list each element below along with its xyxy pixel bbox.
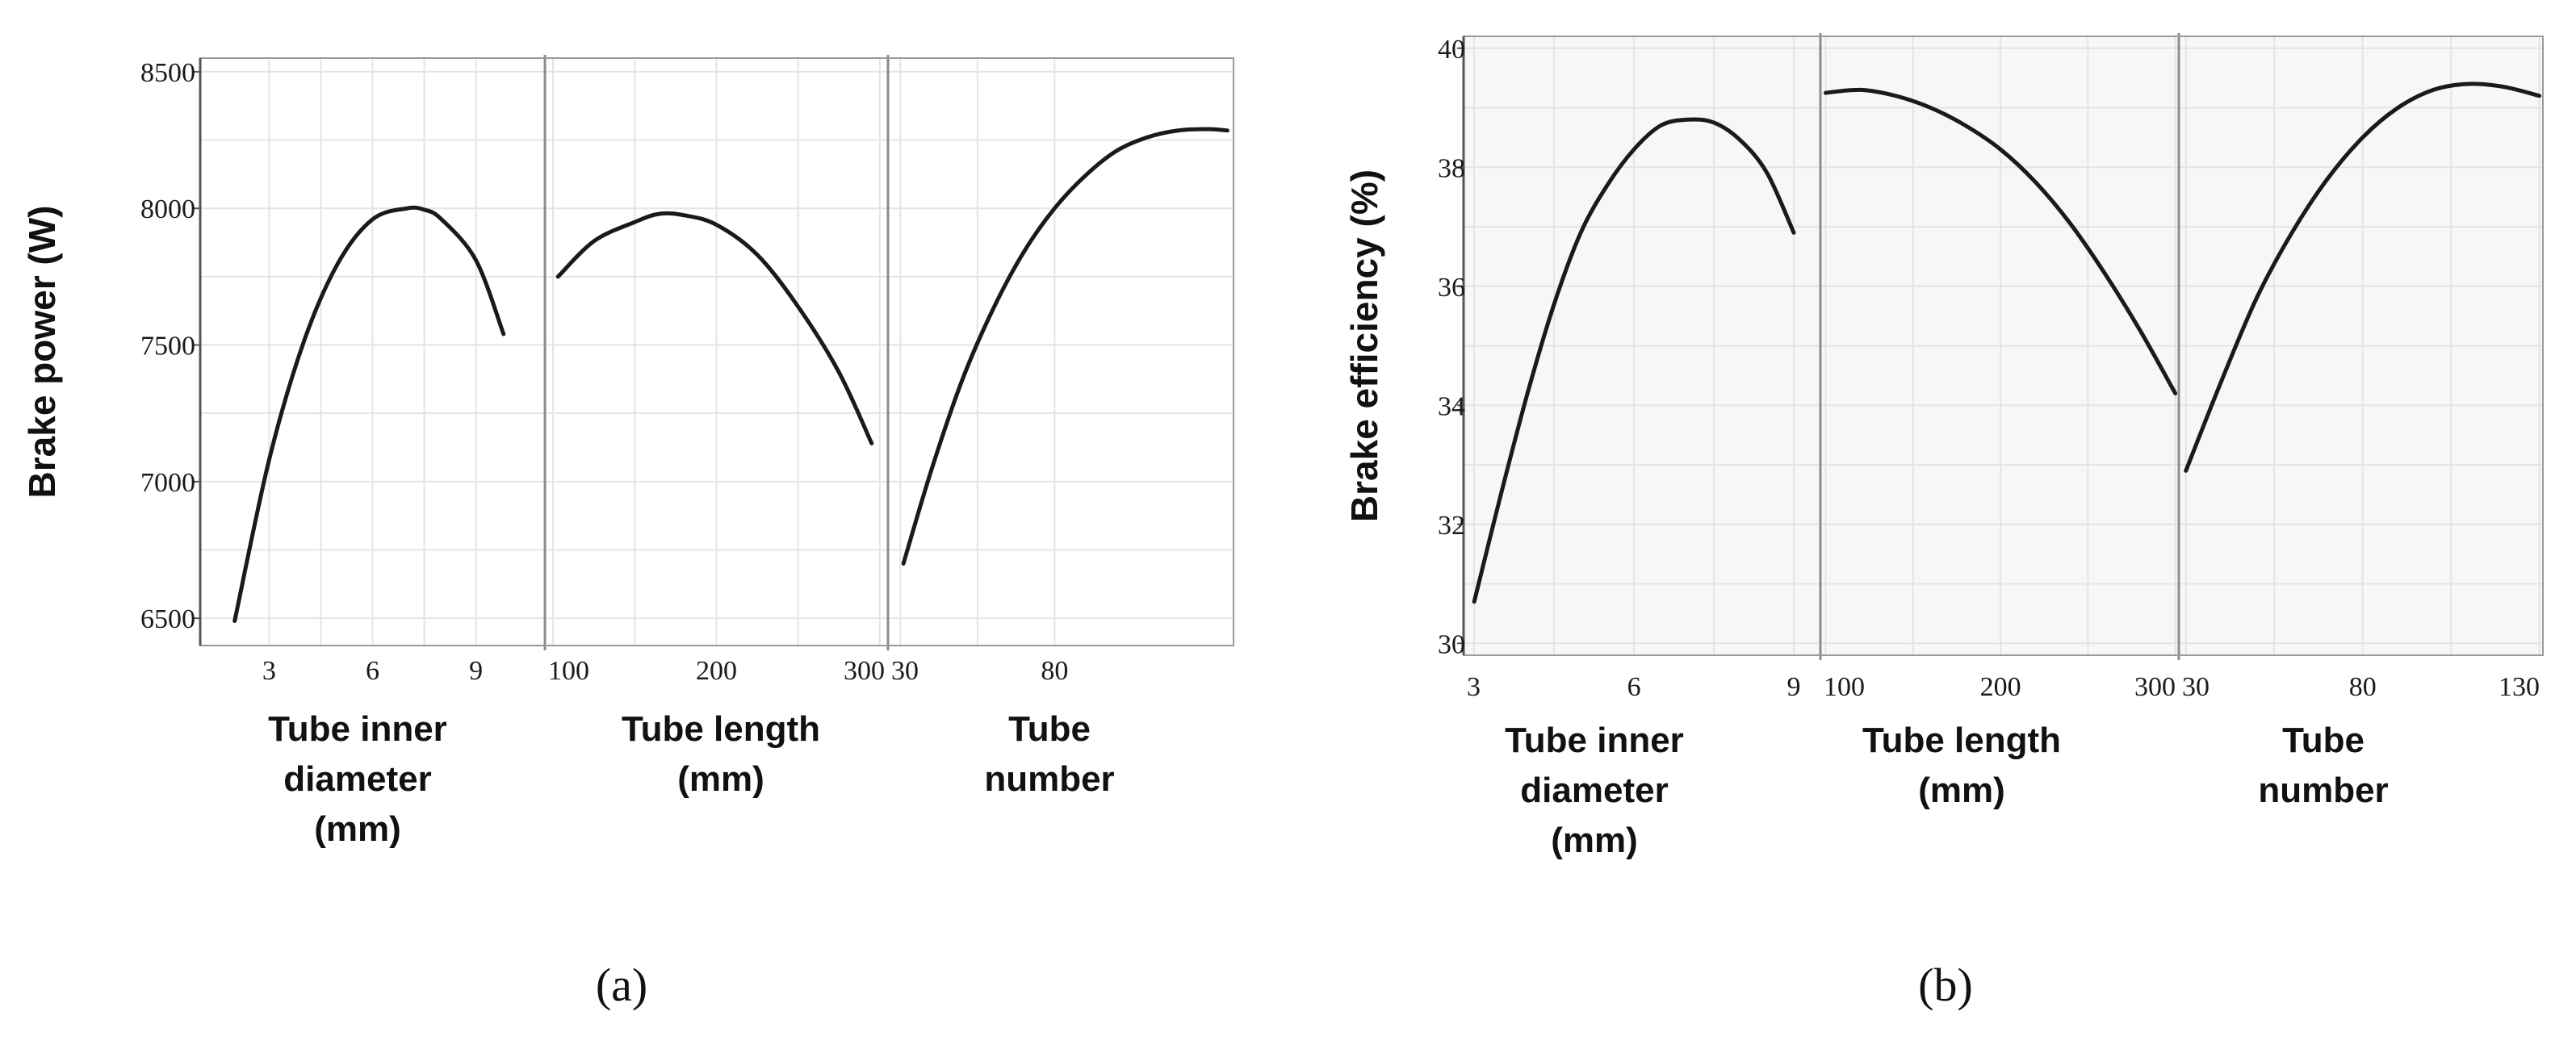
x-tick-label: 200: [696, 656, 737, 686]
x-axis-title-line: number: [2258, 771, 2388, 810]
x-axis-title-line: Tube inner: [268, 709, 447, 749]
panel-label: (a): [596, 959, 647, 1011]
y-tick-label: 32: [1438, 511, 1465, 541]
y-axis-title: Brake power (W): [21, 206, 63, 499]
series-line: [1472, 117, 1796, 604]
x-axis-title-line: diameter: [283, 759, 431, 799]
x-tick-label: 300: [2134, 672, 2176, 702]
y-tick-label: 40: [1438, 35, 1465, 65]
y-tick-label: 7500: [140, 332, 195, 362]
y-tick-label: 36: [1438, 273, 1465, 303]
x-axis-title: Tube length (mm): [1862, 721, 2061, 810]
sub-panel-3: 30 80 130 Tube number: [2182, 36, 2542, 810]
x-axis-title-line: Tube: [1008, 709, 1091, 749]
y-tick-label: 7000: [140, 468, 195, 498]
x-tick-label: 80: [2349, 672, 2377, 702]
y-tick-label: 8000: [140, 194, 195, 224]
y-tick-label: 34: [1438, 391, 1465, 421]
x-axis-title-line: Tube length: [622, 709, 820, 749]
panel-background: [888, 58, 1234, 646]
chart-a: 3 6 9 Tube inner diameter (mm) 100 200 300 Tube l…: [21, 55, 1234, 1011]
x-axis-title-line: (mm): [1918, 771, 2005, 810]
x-tick-label: 100: [548, 656, 589, 686]
y-axis-title: Brake efficiency (%): [1343, 169, 1385, 522]
series-line: [232, 205, 506, 624]
series-line: [1824, 87, 2178, 395]
sub-panel-3: 30 80 Tube number: [891, 58, 1229, 799]
x-axis-title: Tube number: [2258, 721, 2388, 810]
x-tick-label: 3: [1467, 672, 1481, 702]
x-tick-label: 3: [262, 656, 276, 686]
x-tick-label: 30: [2182, 672, 2209, 702]
series-line: [555, 211, 874, 445]
x-tick-label: 130: [2499, 672, 2540, 702]
x-axis-title-line: number: [984, 759, 1114, 799]
x-tick-label: 9: [1787, 672, 1801, 702]
x-tick-label: 100: [1824, 672, 1865, 702]
x-tick-label: 9: [469, 656, 483, 686]
x-axis-title-line: Tube inner: [1505, 721, 1684, 760]
y-tick-label: 8500: [140, 58, 195, 88]
x-axis-title: Tube inner diameter (mm): [268, 709, 447, 849]
x-axis-title-line: diameter: [1520, 771, 1668, 810]
sub-panel-1: 3 6 9 Tube inner diameter (mm): [1467, 36, 1801, 860]
x-tick-label: 6: [366, 656, 379, 686]
x-tick-label: 6: [1627, 672, 1641, 702]
series-line: [901, 127, 1229, 566]
y-tick-label: 38: [1438, 153, 1465, 183]
x-axis-title: Tube length (mm): [622, 709, 820, 799]
x-axis-title-line: Tube: [2282, 721, 2364, 760]
x-tick-label: 300: [844, 656, 885, 686]
y-tick-label: 6500: [140, 604, 195, 634]
sub-panel-1: 3 6 9 Tube inner diameter (mm): [232, 58, 506, 849]
x-tick-label: 80: [1041, 656, 1068, 686]
x-axis-title-line: (mm): [314, 809, 401, 849]
panel-label: (b): [1918, 959, 1973, 1011]
x-axis-title: Tube inner diameter (mm): [1505, 721, 1684, 860]
x-axis-title: Tube number: [984, 709, 1114, 799]
x-axis-title-line: (mm): [1551, 821, 1638, 860]
x-axis-title-line: (mm): [677, 759, 764, 799]
series-line: [2184, 81, 2542, 473]
y-tick-label: 30: [1438, 629, 1465, 659]
x-axis-title-line: Tube length: [1862, 721, 2061, 760]
sub-panel-2: 100 200 300 Tube length (mm): [548, 58, 885, 799]
sub-panel-2: 100 200 300 Tube length (mm): [1824, 36, 2178, 810]
x-tick-label: 200: [1980, 672, 2021, 702]
x-tick-label: 30: [891, 656, 919, 686]
